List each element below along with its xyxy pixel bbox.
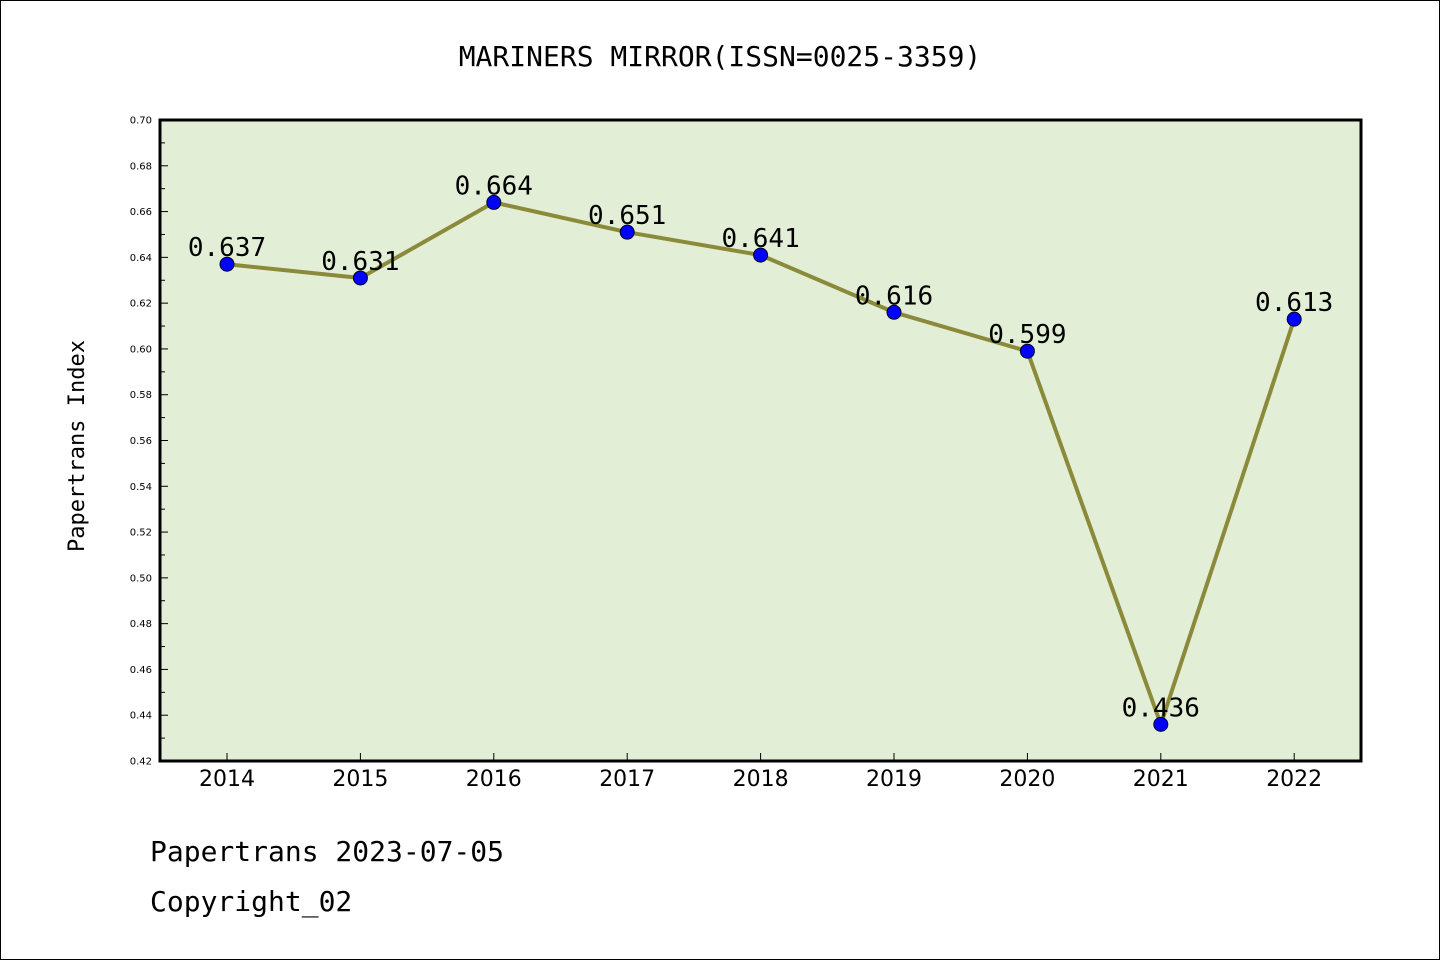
x-tick-label: 2019 xyxy=(866,767,922,792)
data-point xyxy=(1019,343,1035,359)
footer-date: Papertrans 2023-07-05 xyxy=(150,835,505,868)
data-point xyxy=(619,224,635,240)
data-labels: 0.637 0.631 0.664 0.651 0.641 0.616 0.599 0.436… xyxy=(188,171,1333,723)
y-tick-label: 0.48 xyxy=(130,619,152,630)
data-label: 0.436 xyxy=(1122,693,1200,723)
data-label: 0.664 xyxy=(455,171,533,201)
y-tick-label: 0.66 xyxy=(130,207,152,218)
data-point xyxy=(1286,311,1302,327)
data-label: 0.613 xyxy=(1255,288,1333,318)
y-tick-label: 0.58 xyxy=(130,390,152,401)
y-tick-label: 0.46 xyxy=(130,665,152,676)
data-label: 0.616 xyxy=(855,281,933,311)
data-label: 0.631 xyxy=(321,247,399,277)
plot-area xyxy=(158,118,1363,763)
x-axis: 2014 2015 2016 2017 2018 2019 2020 2021 2022 xyxy=(199,753,1322,792)
x-tick-label: 2015 xyxy=(332,767,388,792)
y-axis-label: Papertrans Index xyxy=(65,340,90,552)
data-point xyxy=(352,270,368,286)
data-label: 0.637 xyxy=(188,233,266,263)
y-tick-label: 0.52 xyxy=(130,528,152,539)
y-tick-label: 0.70 xyxy=(130,116,152,127)
y-axis: 0.42 0.44 0.46 0.48 0.50 0.52 0.54 0.56 0.58 0.60… xyxy=(130,116,168,768)
data-point xyxy=(886,304,902,320)
x-tick-label: 2016 xyxy=(466,767,522,792)
x-tick-label: 2017 xyxy=(599,767,655,792)
y-tick-label: 0.56 xyxy=(130,436,152,447)
data-point xyxy=(753,247,769,263)
data-point xyxy=(1153,716,1169,732)
y-tick-label: 0.60 xyxy=(130,344,152,355)
y-tick-label: 0.64 xyxy=(130,253,152,264)
y-tick-label: 0.50 xyxy=(130,573,152,584)
chart-title: MARINERS MIRROR(ISSN=0025-3359) xyxy=(459,40,982,73)
data-label: 0.651 xyxy=(588,201,666,231)
x-tick-label: 2021 xyxy=(1133,767,1189,792)
x-tick-label: 2018 xyxy=(733,767,789,792)
x-tick-label: 2014 xyxy=(199,767,255,792)
data-label: 0.599 xyxy=(988,320,1066,350)
data-point xyxy=(486,194,502,210)
y-tick-label: 0.44 xyxy=(130,711,152,722)
data-point xyxy=(219,256,235,272)
data-markers xyxy=(219,194,1302,732)
x-tick-label: 2020 xyxy=(999,767,1055,792)
footer-copyright: Copyright_02 xyxy=(150,885,353,918)
y-tick-label: 0.62 xyxy=(130,299,152,310)
y-tick-label: 0.54 xyxy=(130,482,152,493)
x-tick-label: 2022 xyxy=(1266,767,1322,792)
data-label: 0.641 xyxy=(721,224,799,254)
y-tick-label: 0.42 xyxy=(130,757,152,768)
y-tick-label: 0.68 xyxy=(130,161,152,172)
